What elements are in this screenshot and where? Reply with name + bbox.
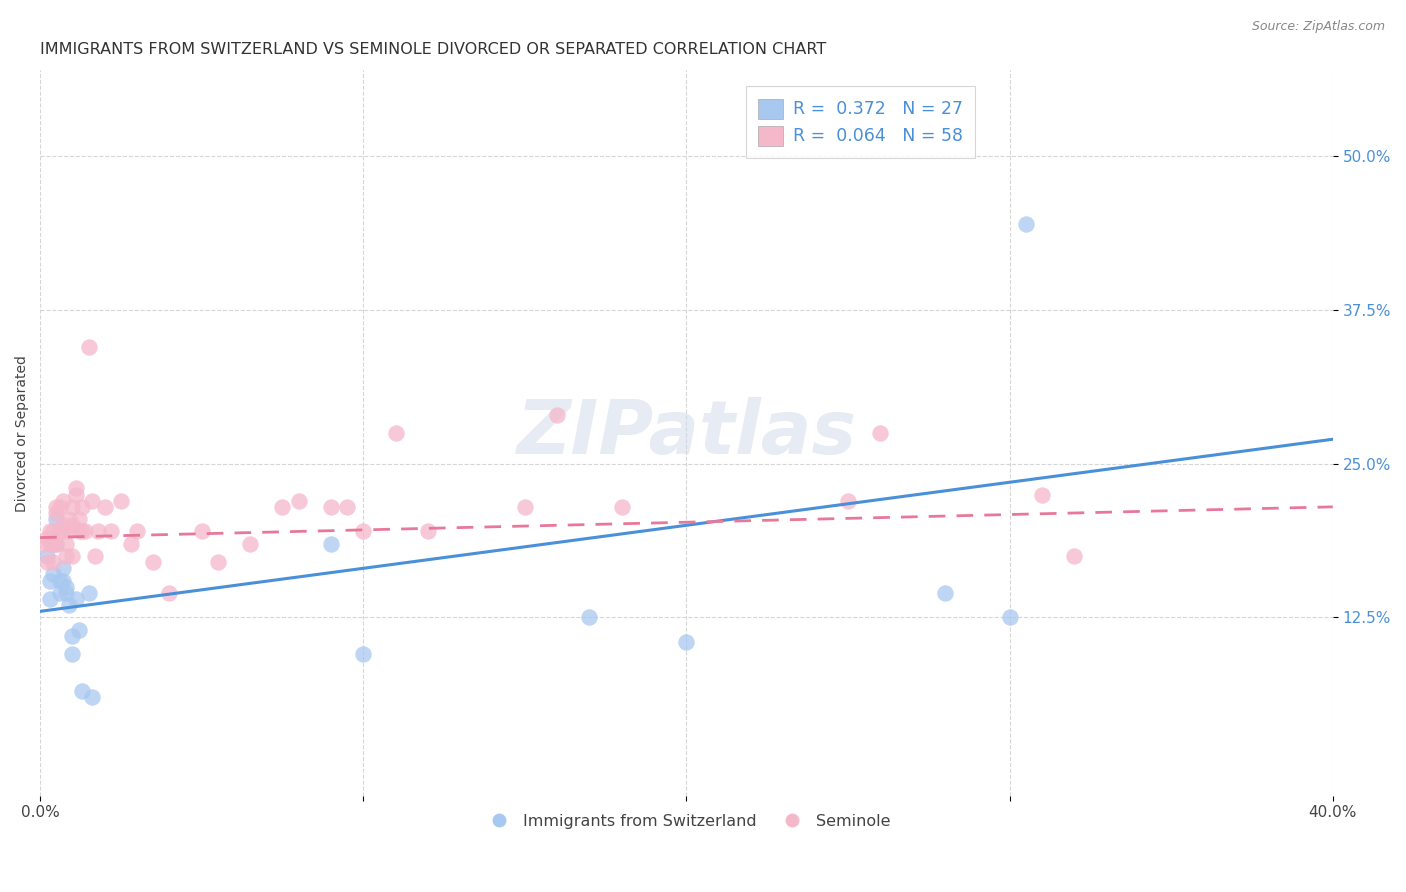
Point bbox=[67, 623, 90, 637]
Point bbox=[48, 500, 70, 514]
Point bbox=[55, 586, 77, 600]
Point bbox=[58, 512, 80, 526]
Point bbox=[67, 512, 90, 526]
Point bbox=[75, 524, 97, 539]
Point bbox=[998, 610, 1021, 624]
Point bbox=[42, 524, 65, 539]
Point bbox=[52, 524, 75, 539]
Point bbox=[38, 592, 60, 607]
Point bbox=[45, 512, 67, 526]
Point bbox=[207, 555, 229, 569]
Point bbox=[77, 586, 100, 600]
Point bbox=[58, 598, 80, 612]
Point bbox=[52, 574, 75, 588]
Point bbox=[58, 524, 80, 539]
Point bbox=[52, 493, 75, 508]
Point bbox=[239, 537, 262, 551]
Point bbox=[45, 537, 67, 551]
Point bbox=[319, 500, 342, 514]
Point bbox=[48, 586, 70, 600]
Point bbox=[319, 537, 342, 551]
Point bbox=[55, 549, 77, 563]
Point bbox=[32, 537, 55, 551]
Point bbox=[62, 629, 84, 643]
Point bbox=[65, 482, 87, 496]
Point bbox=[934, 586, 956, 600]
Point bbox=[38, 537, 60, 551]
Point bbox=[125, 524, 148, 539]
Point bbox=[35, 549, 58, 563]
Text: Source: ZipAtlas.com: Source: ZipAtlas.com bbox=[1251, 20, 1385, 33]
Point bbox=[35, 531, 58, 545]
Point bbox=[70, 684, 93, 698]
Point bbox=[416, 524, 439, 539]
Point bbox=[45, 537, 67, 551]
Point bbox=[157, 586, 180, 600]
Point bbox=[837, 493, 859, 508]
Point bbox=[84, 549, 107, 563]
Point bbox=[42, 537, 65, 551]
Point bbox=[62, 500, 84, 514]
Legend: Immigrants from Switzerland, Seminole: Immigrants from Switzerland, Seminole bbox=[477, 807, 897, 835]
Point bbox=[80, 690, 103, 705]
Point bbox=[45, 500, 67, 514]
Point bbox=[67, 524, 90, 539]
Point bbox=[190, 524, 212, 539]
Point bbox=[384, 426, 406, 441]
Point bbox=[48, 574, 70, 588]
Point bbox=[336, 500, 359, 514]
Point bbox=[38, 524, 60, 539]
Point bbox=[62, 549, 84, 563]
Point bbox=[120, 537, 142, 551]
Point bbox=[52, 518, 75, 533]
Point bbox=[578, 610, 600, 624]
Point bbox=[65, 592, 87, 607]
Point bbox=[869, 426, 891, 441]
Point bbox=[352, 648, 374, 662]
Point bbox=[1063, 549, 1085, 563]
Point bbox=[55, 580, 77, 594]
Point bbox=[42, 555, 65, 569]
Point bbox=[1031, 487, 1053, 501]
Point bbox=[1015, 217, 1038, 231]
Point bbox=[35, 555, 58, 569]
Point bbox=[65, 487, 87, 501]
Point bbox=[42, 567, 65, 582]
Point bbox=[62, 518, 84, 533]
Point bbox=[87, 524, 110, 539]
Point bbox=[48, 524, 70, 539]
Text: IMMIGRANTS FROM SWITZERLAND VS SEMINOLE DIVORCED OR SEPARATED CORRELATION CHART: IMMIGRANTS FROM SWITZERLAND VS SEMINOLE … bbox=[41, 42, 827, 57]
Y-axis label: Divorced or Separated: Divorced or Separated bbox=[15, 355, 30, 511]
Point bbox=[70, 524, 93, 539]
Point bbox=[52, 561, 75, 575]
Point bbox=[93, 500, 115, 514]
Point bbox=[110, 493, 132, 508]
Point bbox=[100, 524, 122, 539]
Point bbox=[142, 555, 165, 569]
Point bbox=[675, 635, 697, 649]
Point bbox=[45, 506, 67, 520]
Point bbox=[80, 493, 103, 508]
Point bbox=[271, 500, 294, 514]
Point bbox=[70, 500, 93, 514]
Point bbox=[77, 340, 100, 354]
Text: ZIPatlas: ZIPatlas bbox=[516, 397, 856, 469]
Point bbox=[287, 493, 309, 508]
Point bbox=[38, 574, 60, 588]
Point bbox=[610, 500, 633, 514]
Point bbox=[55, 537, 77, 551]
Point bbox=[546, 408, 568, 422]
Point bbox=[513, 500, 536, 514]
Point bbox=[62, 648, 84, 662]
Point bbox=[352, 524, 374, 539]
